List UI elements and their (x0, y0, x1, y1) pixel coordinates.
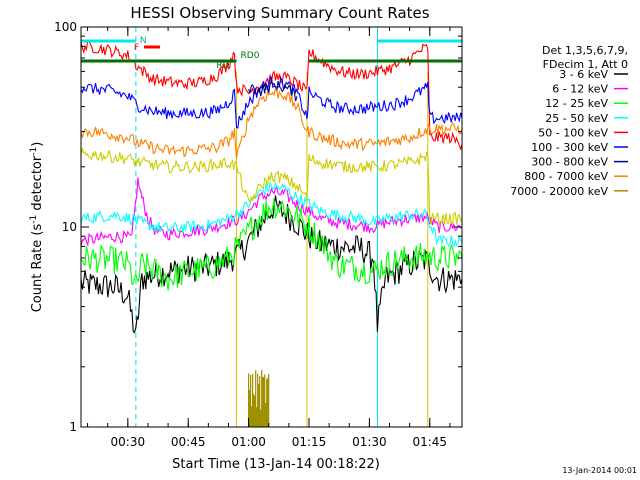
x-axis-label: Start Time (13-Jan-14 00:18:22) (172, 457, 380, 472)
chart-title: HESSI Observing Summary Count Rates (130, 4, 429, 22)
legend-entry-label: 6 - 12 keV (552, 83, 608, 96)
y-axis-label-sup1: -1 (29, 215, 39, 224)
series-line-extra-9 (80, 146, 463, 226)
x-tick-label: 01:15 (292, 435, 327, 449)
rd0-label: RD0 (241, 51, 260, 61)
series-line-50-100-kev (80, 40, 463, 151)
x-tick-label: 01:45 (412, 435, 447, 449)
axes: 1 10 100 00:30 00:45 01:00 01:15 01:30 01:45 (54, 20, 463, 449)
series-line-300-800-kev (248, 79, 298, 102)
legend-entry-label: 7000 - 20000 keV (510, 185, 608, 198)
legend-header-line: Det 1,3,5,6,7,9, (542, 44, 628, 57)
footer-date-stamp: 13-Jan-2014 00:01 (562, 466, 637, 475)
y-tick-label: 100 (54, 20, 77, 34)
rd-label: RD (216, 61, 229, 71)
y-tick-label: 10 (62, 220, 77, 234)
x-tick-label: 01:00 (231, 435, 266, 449)
legend-entry-label: 12 - 25 keV (545, 97, 608, 110)
flare-bar-label: F (134, 43, 139, 53)
legend-entry-label: 25 - 50 keV (545, 112, 608, 125)
x-tick-label: 01:30 (352, 435, 387, 449)
legend-entry-label: 300 - 800 keV (531, 156, 608, 169)
y-tick-label: 1 (69, 420, 77, 434)
legend-entry-label: 50 - 100 keV (538, 126, 608, 139)
series-line-25-50-kev (80, 181, 463, 248)
x-tick-label: 00:30 (111, 435, 146, 449)
series-layer (80, 40, 463, 427)
legend: Det 1,3,5,6,7,9,FDecim 1, Att 03 - 6 keV… (510, 44, 628, 198)
series-line-3-6-kev (80, 195, 463, 334)
series-line-7000-20000 (248, 369, 270, 427)
annotation-layer: NF RD RD0 (81, 36, 462, 71)
legend-header-line: FDecim 1, Att 0 (543, 58, 628, 71)
y-axis-label-main: Count Rate (s (30, 224, 45, 313)
series-line-800-7000-kev (80, 87, 463, 159)
y-axis-label-end: ) (30, 142, 45, 147)
night-bar-label: N (140, 36, 147, 46)
series-line-12-25-kev (80, 198, 463, 291)
y-axis-label: Count Rate (s-1 detector-1) (29, 142, 45, 313)
legend-entry-label: 100 - 300 keV (531, 141, 608, 154)
y-axis-label-sup2: -1 (29, 147, 39, 156)
x-tick-label: 00:45 (171, 435, 206, 449)
legend-entry-label: 3 - 6 keV (559, 68, 608, 81)
legend-entry-label: 800 - 7000 keV (524, 170, 608, 183)
plot-area (80, 26, 463, 428)
y-axis-label-mid: detector (30, 155, 45, 215)
plot-frame (80, 26, 463, 428)
series-line-6-12-kev (80, 177, 463, 246)
